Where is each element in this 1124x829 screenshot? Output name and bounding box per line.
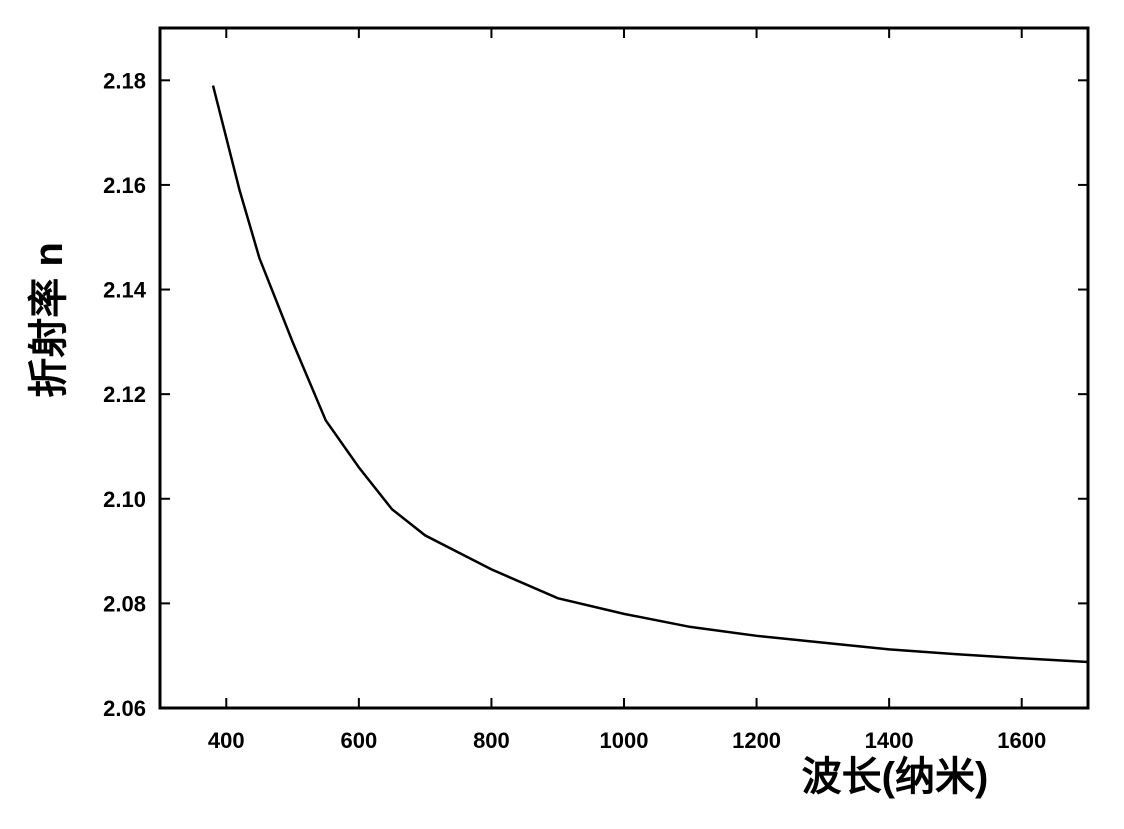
y-tick-label: 2.06 <box>103 696 146 721</box>
x-tick-label: 1600 <box>997 728 1046 753</box>
y-tick-label: 2.14 <box>103 278 147 303</box>
x-tick-label: 800 <box>473 728 510 753</box>
x-tick-label: 400 <box>208 728 245 753</box>
x-tick-label: 1000 <box>600 728 649 753</box>
y-tick-label: 2.08 <box>103 591 146 616</box>
y-tick-label: 2.12 <box>103 382 146 407</box>
x-axis-title: 波长(纳米) <box>802 755 989 799</box>
y-axis-title: 折射率 n <box>27 242 71 398</box>
chart: 波长(纳米) 折射率 n 2.06 2.08 2.10 2.12 2.14 2.16 2.1… <box>0 0 1124 829</box>
y-tick-label: 2.10 <box>103 487 146 512</box>
data-line <box>213 86 1088 662</box>
x-tick-label: 600 <box>340 728 377 753</box>
y-tick-label: 2.18 <box>103 68 146 93</box>
plot-frame <box>160 28 1088 708</box>
x-tick-label: 1400 <box>865 728 914 753</box>
y-tick-label: 2.16 <box>103 173 146 198</box>
x-tick-label: 1200 <box>732 728 781 753</box>
